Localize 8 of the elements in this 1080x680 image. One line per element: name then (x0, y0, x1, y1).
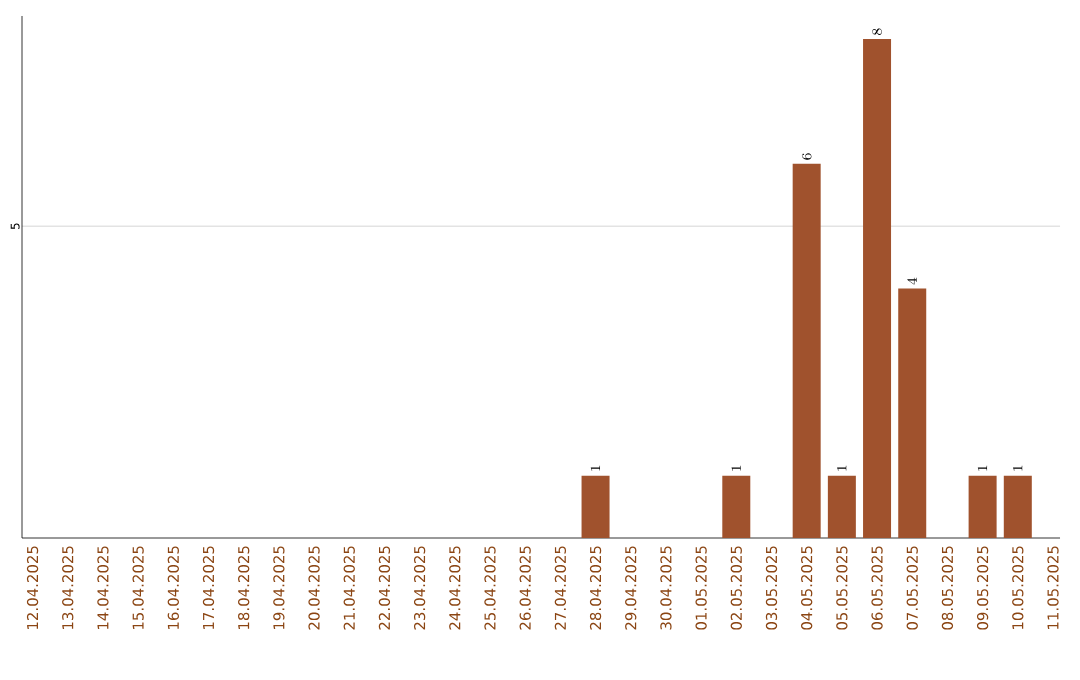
bar (1003, 475, 1032, 538)
bar (581, 475, 610, 538)
bar (827, 475, 856, 538)
bar (863, 39, 892, 538)
bar (898, 288, 927, 538)
bar (792, 163, 821, 538)
bar (968, 475, 997, 538)
bar (722, 475, 751, 538)
